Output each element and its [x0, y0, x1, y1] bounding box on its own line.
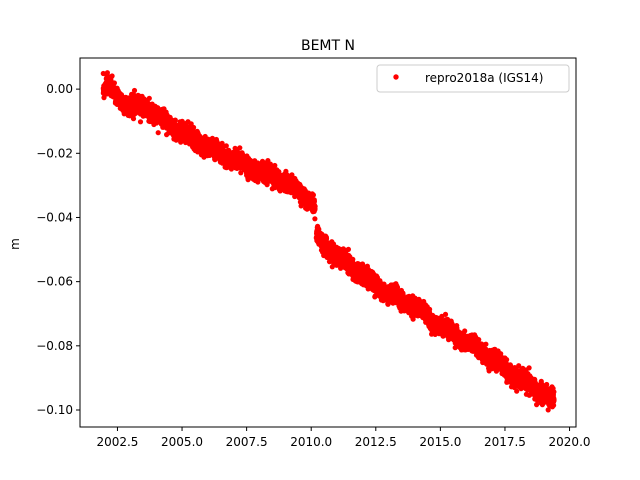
- data-points: [100, 70, 557, 413]
- data-point: [111, 80, 117, 86]
- data-point: [109, 73, 115, 79]
- data-point: [427, 306, 433, 312]
- data-point: [276, 169, 282, 175]
- data-point: [442, 311, 449, 317]
- data-point: [191, 124, 197, 131]
- data-point: [345, 246, 351, 252]
- data-point: [131, 87, 138, 94]
- data-point: [155, 130, 161, 136]
- data-point: [394, 284, 401, 290]
- data-point: [223, 143, 229, 149]
- data-point: [264, 182, 270, 188]
- data-point: [310, 192, 316, 198]
- data-point: [312, 203, 318, 209]
- y-axis-label: m: [8, 238, 22, 250]
- data-point: [137, 119, 144, 125]
- data-point: [272, 162, 278, 169]
- data-point: [219, 140, 225, 146]
- data-point: [312, 216, 318, 222]
- data-point: [146, 95, 152, 101]
- data-point: [238, 170, 244, 176]
- chart-title: BEMT N: [301, 38, 355, 54]
- data-point: [311, 198, 317, 205]
- data-point: [172, 117, 178, 123]
- data-point: [130, 116, 137, 122]
- data-point: [237, 145, 243, 151]
